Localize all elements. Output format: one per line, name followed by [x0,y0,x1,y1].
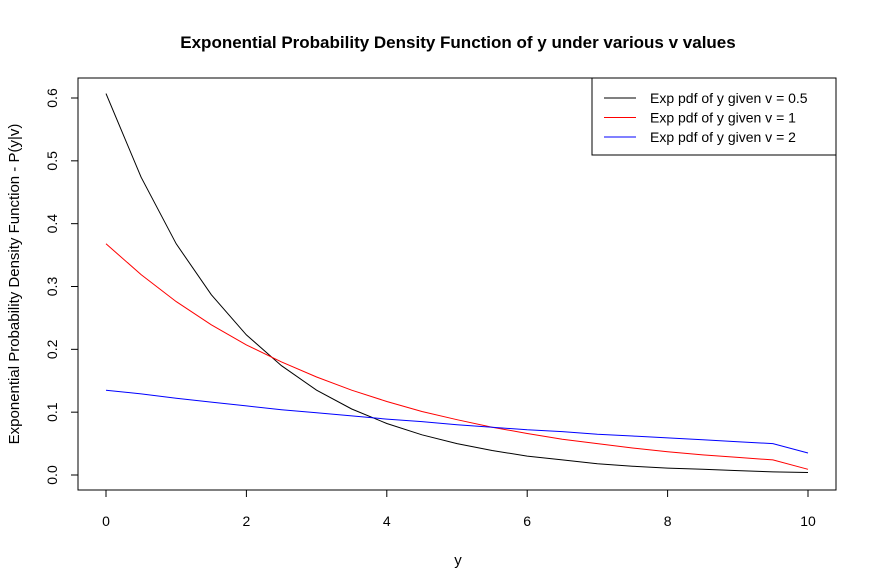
y-tick-label-0-0: 0.0 [44,465,60,485]
x-axis-label: y [454,552,462,569]
legend-label-2: Exp pdf of y given v = 1 [650,110,796,126]
legend-label-1: Exp pdf of y given v = 0.5 [650,90,808,106]
y-tick-label-0-4: 0.4 [44,214,60,234]
y-tick-label-0-2: 0.2 [44,339,60,359]
legend-box [591,77,837,156]
x-tick-label-4: 4 [383,513,391,529]
y-tick-label-0-6: 0.6 [44,88,60,108]
series-lines [105,93,809,473]
x-tick-label-8: 8 [664,513,672,529]
chart-title: Exponential Probability Density Function… [180,33,735,52]
y-tick-label-0-1: 0.1 [44,402,60,422]
legend: Exp pdf of y given v = 0.5 Exp pdf of y g… [591,77,837,156]
series-line-2 [105,243,809,470]
legend-label-3: Exp pdf of y given v = 2 [650,129,796,145]
x-tick-label-2: 2 [243,513,251,529]
series-line-3 [105,389,809,454]
x-tick-label-10: 10 [800,513,816,529]
x-axis: 0 2 4 6 8 10 [102,489,816,529]
x-tick-label-0: 0 [102,513,110,529]
x-tick-label-6: 6 [523,513,531,529]
y-axis-label: Exponential Probability Density Function… [6,124,23,445]
y-tick-label-0-3: 0.3 [44,277,60,297]
y-tick-label-0-5: 0.5 [44,151,60,171]
series-line-1 [105,93,809,473]
y-axis: 0.0 0.1 0.2 0.3 0.4 0.5 0.6 [44,88,79,485]
